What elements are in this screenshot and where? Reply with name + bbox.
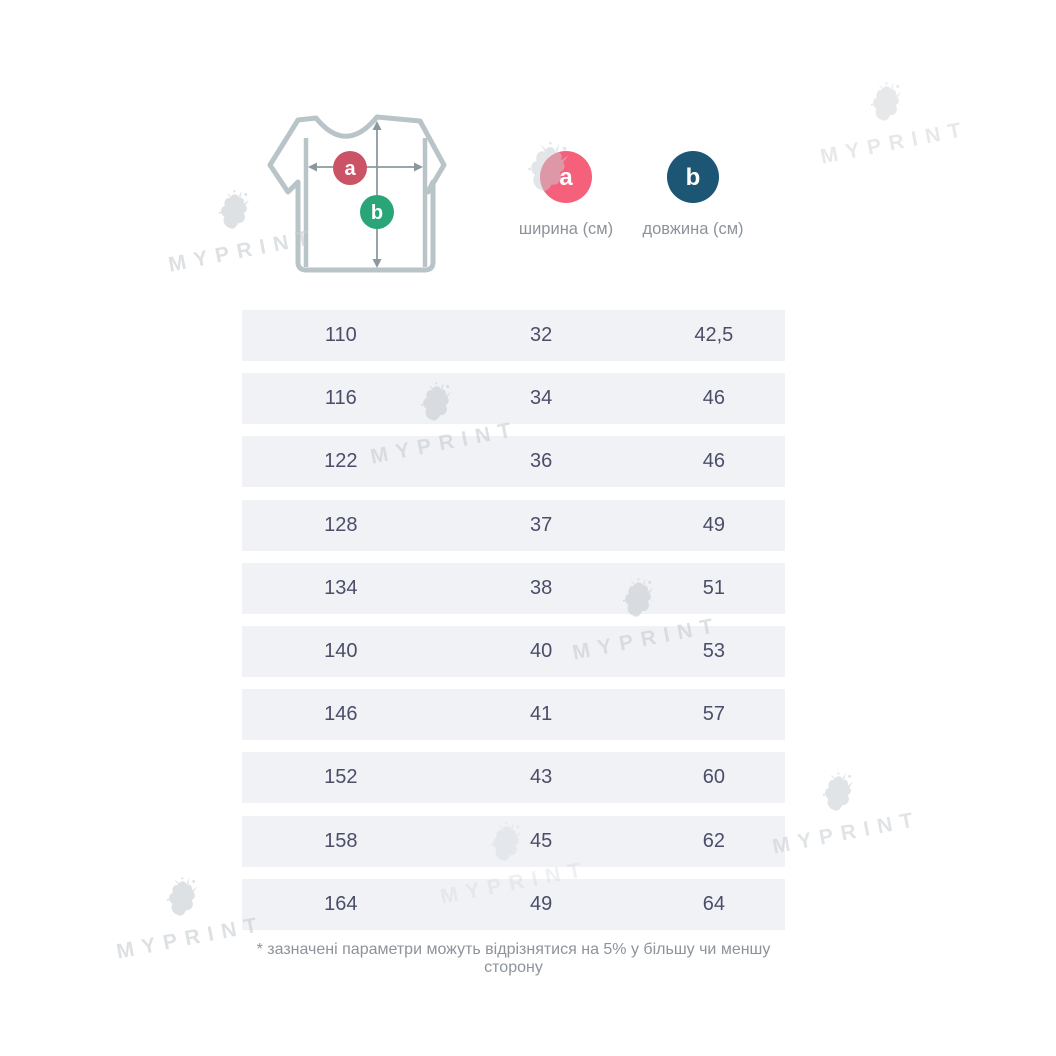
table-row: 134 38 51 [242,562,785,614]
cell-width-cm: 34 [530,387,553,410]
watermark: MYPRINT [800,66,981,171]
cell-length-cm: 46 [702,387,725,410]
table-row: 164 49 64 [242,878,785,930]
cell-size: 146 [324,703,358,726]
table-row: 146 41 57 [242,689,785,741]
svg-text:a: a [344,158,356,180]
cell-width-cm: 32 [530,324,553,346]
cell-size: 122 [324,450,358,473]
table-row: 122 36 46 [242,436,785,488]
cell-width-cm: 41 [530,703,553,726]
cell-width-cm: 43 [530,766,553,789]
table-row: 140 40 53 [242,625,785,677]
cell-width-cm: 40 [530,639,553,662]
table-row: 152 43 60 [242,752,785,804]
legend-length: b довжина (см) [623,150,763,239]
table-row: 110 32 42,5 [242,310,785,361]
legend-width: a ширина (см) [496,150,636,239]
svg-text:b: b [371,202,383,224]
cell-size: 110 [324,324,357,346]
cell-length-cm: 49 [702,513,725,536]
table-row: 158 45 62 [242,815,785,867]
cell-length-cm: 62 [702,829,725,852]
svg-text:b: b [686,164,701,191]
watermark-text: MYPRINT [770,807,923,859]
handprint-splatter-icon [867,79,907,123]
cell-width-cm: 38 [530,576,553,599]
cell-size: 164 [324,892,358,915]
table-row: 116 34 46 [242,373,785,425]
length-arrow [372,121,382,268]
cell-width-cm: 45 [530,829,553,852]
cell-size: 140 [324,639,358,662]
cell-size: 152 [324,766,358,789]
cell-size: 134 [324,576,358,599]
svg-text:a: a [559,164,573,191]
cell-length-cm: 53 [702,639,725,662]
handprint-splatter-icon [215,187,255,231]
legend-length-marker: b [667,151,719,203]
cell-length-cm: 46 [702,450,725,473]
cell-length-cm: 64 [702,892,725,915]
cell-width-cm: 49 [530,892,553,915]
handprint-splatter-icon [163,874,203,918]
table-row: 128 37 49 [242,499,785,551]
watermark-text: MYPRINT [818,117,971,169]
footnote: * зазначені параметри можуть відрізнятис… [256,941,771,976]
shirt-marker-b: b [360,195,394,229]
cell-width-cm: 37 [530,513,553,536]
cell-size: 158 [324,829,358,852]
cell-size: 128 [324,513,358,536]
tshirt-diagram: a b [267,114,447,273]
shirt-marker-a: a [333,151,367,185]
legend-length-label: довжина (см) [642,220,744,238]
handprint-splatter-icon [819,769,859,813]
legend-width-label: ширина (см) [518,220,614,238]
cell-length-cm: 42,5 [694,324,734,346]
cell-length-cm: 60 [702,766,725,789]
legend-width-marker: a [540,151,592,203]
tshirt-outline [267,114,447,273]
size-table: 110 32 42,5 116 34 46 122 36 46 128 37 49 134 38 51 140… [242,310,785,942]
cell-length-cm: 57 [702,703,725,726]
cell-size: 116 [324,387,357,410]
cell-length-cm: 51 [702,576,725,599]
cell-width-cm: 36 [530,450,553,473]
